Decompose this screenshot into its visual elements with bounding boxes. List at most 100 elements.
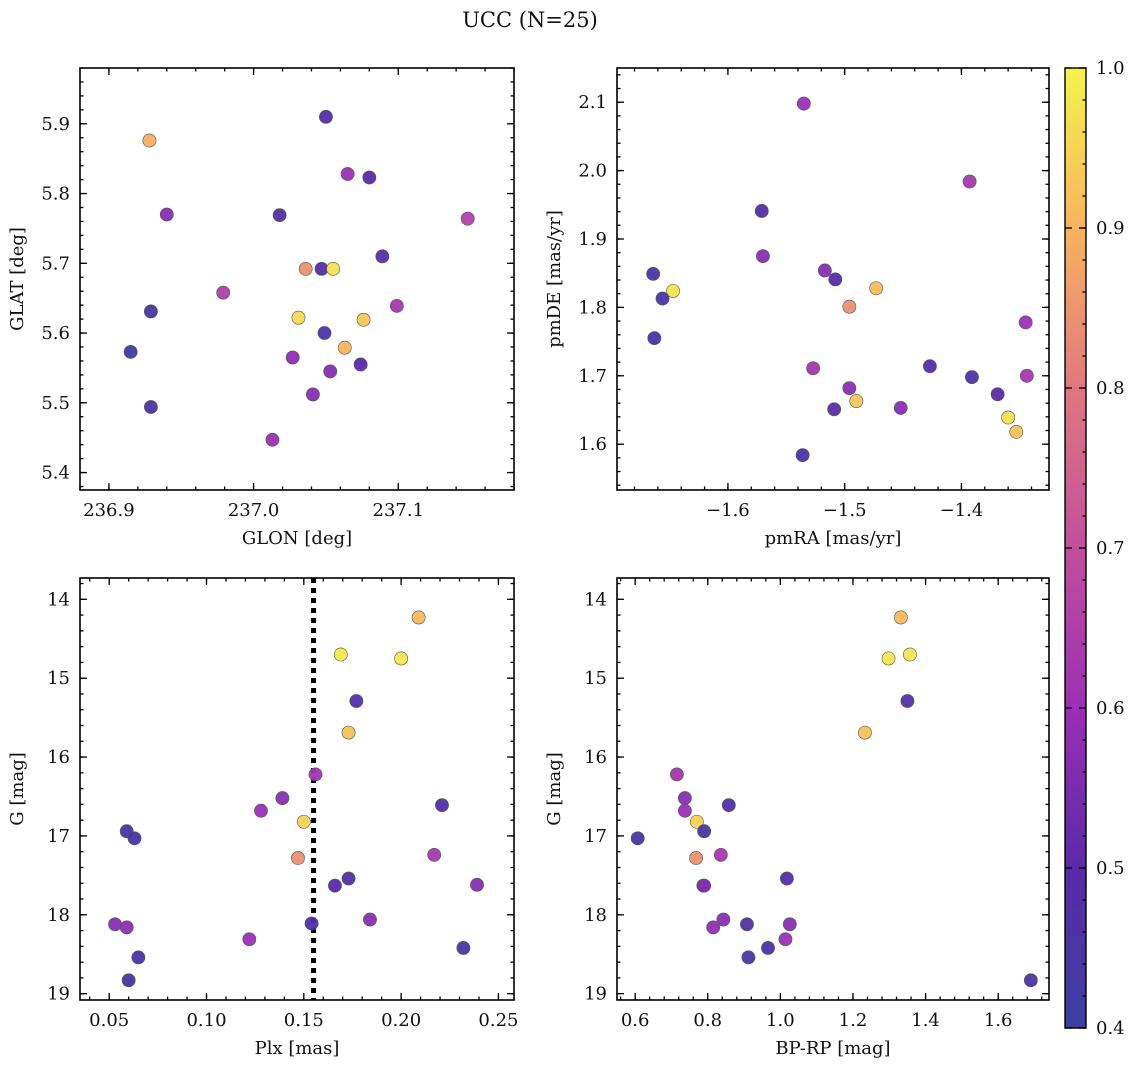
data-point	[159, 207, 174, 222]
panel-bprp-g: 0.6 0.8 1.0 1.2 1.4 1.6 14 15 16 17 18 19 BP-RP [ma…	[544, 577, 1050, 1059]
y-tick-label: 5.6	[41, 323, 70, 344]
data-point	[1009, 424, 1024, 439]
data-point	[306, 387, 320, 402]
data-point	[900, 694, 915, 708]
panel-pmra-pmde: −1.6 −1.5 −1.4 1.6 1.7 1.8 1.9 2.0 2.1 pmRA [mas…	[544, 67, 1050, 549]
y-tick-label: 15	[584, 668, 607, 689]
data-point	[272, 208, 287, 223]
data-point	[341, 725, 356, 740]
data-point	[291, 310, 306, 325]
x-tick-label: 1.4	[911, 1010, 940, 1031]
y-tick-label: 14	[47, 589, 70, 610]
data-point	[121, 973, 136, 988]
data-point	[697, 878, 712, 893]
data-point	[341, 871, 356, 886]
x-tick-label: −1.6	[706, 500, 750, 521]
y-axis-label: GLAT [deg]	[7, 227, 28, 331]
data-point	[216, 285, 231, 300]
data-point	[962, 174, 977, 189]
data-point	[304, 916, 319, 931]
data-point	[460, 211, 475, 226]
y-axis-label: G [mag]	[7, 752, 28, 825]
y-tick-label: 14	[584, 589, 607, 610]
y-tick-label: 1.8	[578, 297, 607, 318]
data-point	[143, 400, 158, 414]
data-point	[849, 394, 864, 408]
x-tick-label: 0.25	[478, 1010, 518, 1031]
x-tick-label: 0.05	[89, 1010, 129, 1031]
y-tick-label: 1.9	[578, 229, 607, 250]
x-tick-label: −1.5	[823, 500, 867, 521]
data-point	[275, 791, 290, 805]
y-axis-label: pmDE [mas/yr]	[544, 210, 565, 348]
data-point	[881, 651, 896, 666]
data-point	[349, 694, 364, 708]
plot-frame	[79, 67, 515, 491]
x-tick-label: 0.10	[186, 1010, 226, 1031]
panel-plx-g: 0.05 0.10 0.15 0.20 0.25 14 15 16 17 18 19 Plx [ma…	[7, 577, 518, 1059]
plot-frame	[616, 67, 1050, 491]
data-point	[1001, 410, 1016, 425]
data-point	[689, 814, 704, 829]
data-point	[356, 312, 371, 327]
data-point	[893, 401, 908, 415]
data-point	[689, 851, 704, 865]
data-point	[242, 932, 257, 947]
data-point	[778, 932, 793, 947]
data-point	[389, 298, 404, 313]
data-point	[706, 920, 721, 935]
data-point	[319, 109, 333, 124]
data-point	[828, 272, 843, 287]
data-point	[756, 249, 770, 263]
x-tick-label: 1.6	[984, 1010, 1013, 1031]
data-point	[123, 344, 138, 359]
x-tick-label: 237.0	[228, 500, 280, 521]
x-axis-label: pmRA [mas/yr]	[765, 528, 902, 549]
data-point	[285, 350, 300, 365]
y-tick-label: 15	[47, 668, 70, 689]
data-point	[630, 831, 645, 846]
data-point	[669, 767, 684, 782]
data-point	[647, 331, 662, 346]
data-point	[990, 387, 1005, 402]
data-point	[353, 357, 368, 372]
data-point	[456, 941, 471, 955]
x-tick-label: 237.1	[373, 500, 425, 521]
data-point	[858, 725, 872, 740]
colorbar-tick-label: 0.6	[1096, 698, 1125, 719]
data-point	[340, 167, 355, 181]
data-point	[782, 917, 797, 932]
y-tick-label: 17	[584, 826, 607, 847]
data-point	[142, 133, 157, 148]
x-tick-label: 0.20	[381, 1010, 421, 1031]
data-point	[827, 402, 842, 417]
data-point	[326, 261, 341, 276]
y-tick-label: 16	[47, 747, 70, 768]
data-point	[394, 651, 409, 666]
data-point	[427, 847, 442, 862]
data-point	[721, 798, 736, 813]
data-point	[131, 950, 146, 965]
data-point	[291, 851, 305, 865]
data-point	[842, 299, 857, 314]
data-point	[893, 610, 908, 625]
data-point	[761, 941, 775, 955]
data-point	[655, 291, 670, 306]
data-point	[646, 266, 661, 281]
x-tick-label: 1.0	[766, 1010, 795, 1031]
data-point	[796, 96, 811, 111]
data-point	[965, 370, 979, 385]
data-point	[842, 381, 857, 395]
colorbar-tick-label: 0.5	[1096, 858, 1125, 879]
data-point	[677, 803, 692, 818]
data-point	[869, 281, 884, 296]
x-tick-label: 0.6	[621, 1010, 650, 1031]
y-tick-label: 17	[47, 826, 70, 847]
y-tick-label: 18	[584, 905, 607, 926]
y-tick-label: 19	[584, 984, 607, 1005]
colorbar-tick-label: 0.4	[1096, 1018, 1125, 1039]
figure-title: UCC (N=25)	[462, 8, 598, 32]
x-tick-label: 1.2	[839, 1010, 868, 1031]
x-tick-label: −1.4	[940, 500, 984, 521]
